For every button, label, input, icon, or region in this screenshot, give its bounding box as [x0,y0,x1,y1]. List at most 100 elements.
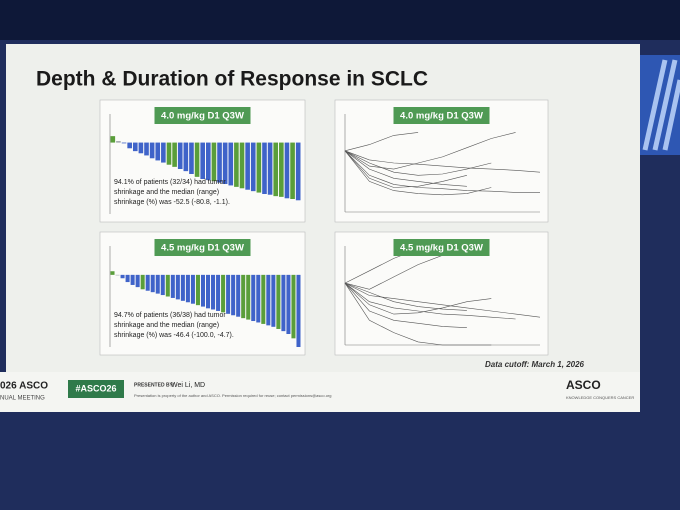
response-line [344,282,467,328]
response-line [344,282,541,318]
bar [228,142,234,186]
hashtag: #ASCO26 [75,383,116,393]
bar [183,142,189,172]
bar [286,274,291,335]
bar [200,142,205,179]
bar [295,142,301,201]
bar [195,274,200,306]
bar [150,274,155,293]
bar [221,274,226,313]
response-line [344,150,541,173]
bar [127,142,132,149]
bar [138,142,144,154]
response-line [344,150,467,187]
note: shrinkage and the median (range) [114,322,219,329]
note: 94.1% of patients (32/34) had tumor [114,179,226,186]
meeting-sub: NUAL MEETING [0,396,45,402]
bar [236,274,241,317]
bar [271,274,276,327]
dose-box [393,107,490,124]
dose-label: 4.5 mg/kg D1 Q3W [400,243,483,254]
bar [130,274,135,285]
bar [121,142,127,144]
bar [290,142,295,199]
response-line [344,132,419,152]
bar [116,141,121,143]
bar [250,142,256,192]
bar [155,274,160,294]
panels: 94.1% of patients (32/34) had tumor shrin… [99,99,549,356]
logo: ASCO [566,378,601,392]
bar [226,274,231,314]
bar [291,274,296,339]
note: shrinkage (%) was -52.5 (-80.8, -1.1). [114,199,230,206]
bar [190,274,195,304]
bar [234,142,239,187]
bar [194,142,200,177]
dose-label: 4.0 mg/kg D1 Q3W [400,111,483,122]
bar [161,142,166,163]
response-line [344,132,516,170]
response-line [344,282,467,311]
bar [256,142,262,193]
bar [185,274,190,303]
dose-label: 4.0 mg/kg D1 Q3W [161,111,244,122]
bar [266,274,271,326]
presented-by: PRESENTED BY: [134,382,175,388]
response-line [344,150,492,176]
bar [256,274,261,323]
bar [276,274,281,329]
bar [175,274,180,300]
ceiling [0,0,680,40]
bar [120,274,125,279]
bar [239,142,245,189]
bar [216,274,221,311]
bar [261,274,266,324]
slide-title: Depth & Duration of Response in SCLC [36,68,428,91]
bar [200,274,205,307]
bar [145,274,150,291]
bar [246,274,251,320]
response-line [344,150,540,193]
note: shrinkage (%) was -46.4 (-100.0, -4.7). [114,332,234,339]
bar [273,142,279,197]
meeting: 026 ASCO [0,381,48,392]
bar [180,274,185,301]
bar [211,142,217,182]
hashtag-box [68,380,124,398]
bar [211,274,216,310]
bar [160,274,165,296]
bar [172,142,177,167]
bar [251,274,256,322]
response-line [344,255,443,290]
stripes [642,59,680,151]
bar [231,274,236,316]
bar [284,142,290,199]
disclaimer: Presentation is property of the author a… [134,393,332,398]
bar [115,274,120,276]
bar [281,274,286,332]
bar [125,274,130,283]
note: shrinkage and the median (range) [114,189,219,196]
bar [206,274,211,309]
bar [206,142,211,181]
bar [140,274,145,290]
bar [132,142,138,152]
response-line [344,150,492,196]
dose-box [154,107,251,124]
cutoff: Data cutoff: March 1, 2026 [485,360,585,369]
bar [222,142,228,184]
side-stripes [640,55,680,155]
bar [279,142,284,197]
bar [165,274,170,297]
note: 94.7% of patients (36/38) had tumor [114,312,226,319]
bar [217,142,222,183]
dose-box [393,239,490,256]
bar [110,136,116,143]
response-line [344,282,492,315]
bar [267,142,273,195]
bar [189,142,194,174]
bar [241,274,246,319]
